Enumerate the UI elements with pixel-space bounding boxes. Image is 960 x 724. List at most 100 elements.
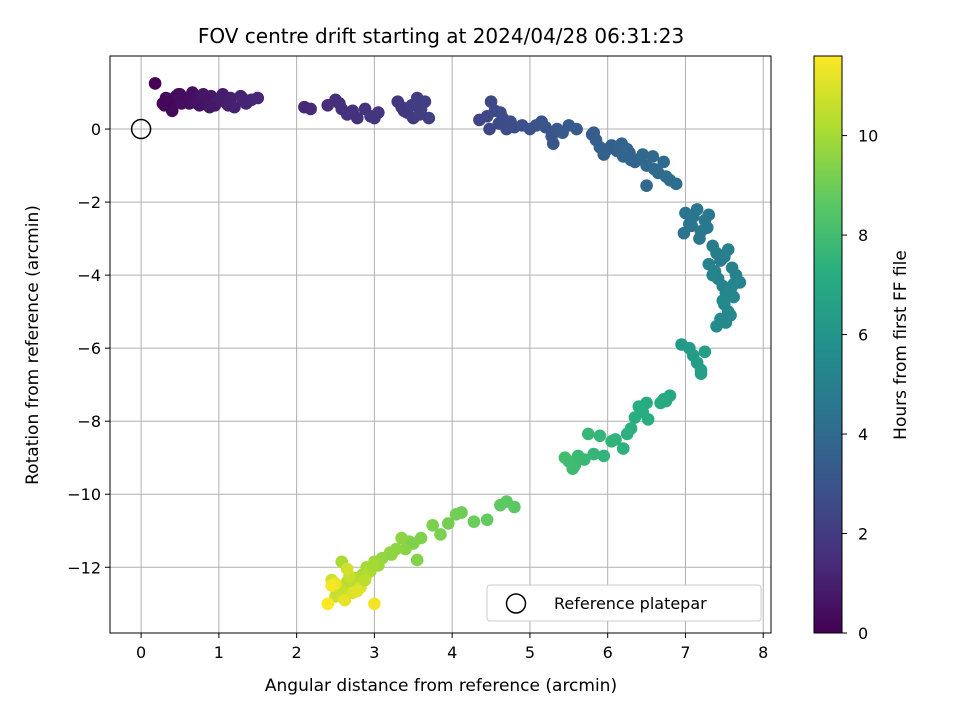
drift-point	[616, 442, 630, 455]
x-tick-label: 2	[292, 643, 302, 662]
x-tick-label: 0	[136, 643, 146, 662]
drift-point	[325, 579, 338, 592]
drift-point	[669, 177, 683, 191]
colorbar-tick-label: 8	[858, 226, 868, 245]
drift-point	[693, 232, 706, 245]
x-tick-label: 3	[369, 643, 379, 662]
drift-point	[321, 597, 335, 611]
drift-point	[636, 148, 649, 161]
drift-point	[406, 537, 420, 550]
drift-point	[654, 396, 667, 410]
y-tick-label: −2	[77, 193, 101, 212]
drift-point	[724, 308, 737, 322]
drift-point	[467, 515, 481, 528]
drift-point	[593, 429, 607, 443]
drift-point	[413, 108, 426, 121]
x-tick-label: 5	[525, 643, 535, 662]
y-tick-label: −8	[77, 412, 101, 431]
y-tick-label: −12	[67, 558, 101, 577]
chart-title: FOV centre drift starting at 2024/04/28 …	[198, 24, 684, 48]
drift-point	[198, 89, 212, 103]
drift-point	[494, 498, 507, 512]
drift-point	[640, 179, 653, 192]
drift-point	[702, 208, 716, 222]
drift-point	[587, 447, 600, 461]
colorbar-tick-label: 10	[858, 127, 878, 146]
drift-point	[333, 97, 346, 110]
drift-point	[480, 513, 494, 527]
legend-reference-label: Reference platepar	[554, 594, 707, 613]
drift-point	[546, 137, 560, 150]
drift-point	[605, 434, 618, 448]
colorbar-tick-label: 6	[858, 326, 868, 345]
drift-point	[597, 449, 611, 463]
drift-point	[581, 427, 595, 441]
drift-point	[366, 559, 380, 572]
drift-point	[716, 294, 730, 307]
drift-point	[587, 126, 600, 139]
drift-point	[395, 531, 408, 545]
x-tick-label: 4	[447, 643, 457, 662]
y-axis-label: Rotation from reference (arcmin)	[23, 205, 43, 485]
drift-point	[221, 99, 235, 112]
drift-point	[721, 243, 735, 256]
drift-point	[646, 150, 660, 163]
drift-point	[251, 91, 265, 105]
data-points	[148, 77, 747, 611]
drift-point	[340, 562, 354, 576]
x-tick-label: 8	[758, 643, 768, 662]
drift-point	[620, 142, 634, 156]
drift-point	[620, 427, 634, 441]
drift-point	[657, 155, 670, 169]
reference-marker	[130, 118, 152, 140]
x-tick-label: 6	[603, 643, 613, 662]
colorbar-tick-label: 0	[858, 624, 868, 643]
drift-point	[624, 153, 638, 167]
drift-point	[700, 221, 714, 234]
drift-point	[641, 413, 655, 426]
drift-point	[570, 122, 583, 136]
x-tick-label: 1	[214, 643, 224, 662]
legend: Reference platepar	[486, 584, 762, 622]
drift-point	[304, 102, 317, 116]
colorbar-gradient	[813, 55, 843, 634]
drift-point	[685, 219, 698, 233]
x-axis-label: Angular distance from reference (arcmin)	[265, 676, 617, 696]
drift-point	[350, 584, 364, 598]
drift-point	[405, 99, 419, 112]
colorbar-tick-label: 2	[858, 525, 868, 544]
drift-point	[410, 553, 424, 567]
drift-point	[368, 597, 381, 611]
legend-reference-marker	[505, 593, 527, 614]
drift-point	[158, 99, 171, 112]
drift-point	[504, 115, 517, 129]
drift-point	[235, 91, 249, 105]
drift-point	[434, 528, 447, 541]
drift-point	[558, 451, 572, 465]
drift-point	[698, 345, 712, 359]
x-tick-label: 7	[680, 643, 690, 662]
drift-point	[449, 508, 463, 521]
drift-point	[483, 122, 496, 136]
y-tick-label: 0	[91, 120, 101, 139]
drift-point	[727, 277, 740, 291]
drift-point	[702, 257, 716, 271]
drift-point	[727, 290, 740, 304]
drift-point	[358, 573, 372, 587]
drift-point	[426, 518, 440, 532]
drift-point	[601, 142, 614, 156]
drift-point	[632, 400, 646, 413]
drift-point	[690, 203, 704, 216]
drift-point	[648, 162, 661, 176]
plot-frame	[109, 55, 772, 634]
drift-point	[368, 111, 381, 125]
drift-point	[628, 411, 642, 424]
colorbar-tick-label: 4	[858, 425, 868, 444]
colorbar: 0 2 4 6 8 10 Hours from first FF file	[813, 55, 911, 643]
drift-point	[706, 268, 719, 282]
y-tick-label: −4	[77, 266, 101, 285]
drift-point	[175, 97, 188, 110]
drift-point	[441, 517, 455, 530]
drift-point	[385, 548, 398, 561]
